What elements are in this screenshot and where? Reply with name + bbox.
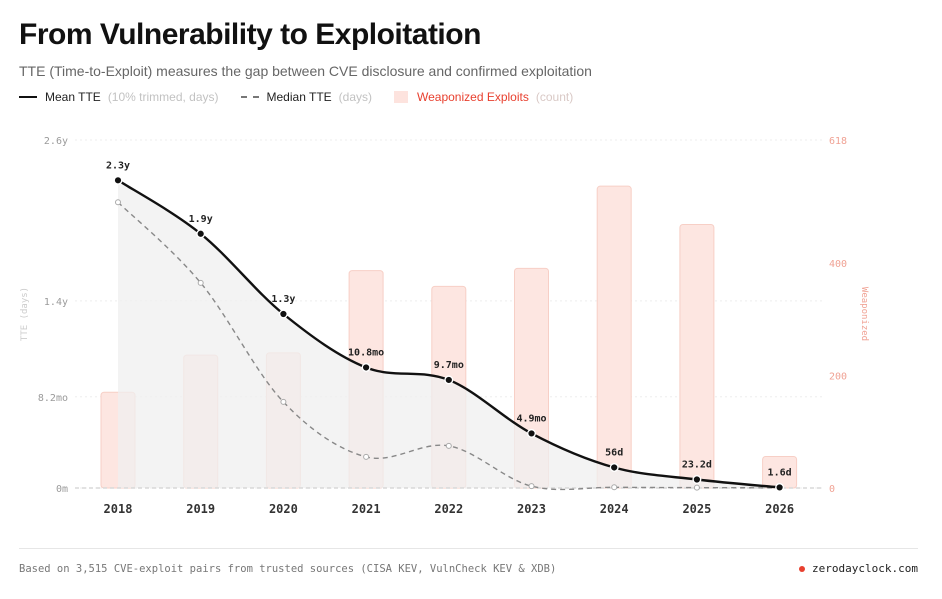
legend-swatch-mean — [19, 96, 37, 98]
footer-note: Based on 3,515 CVE-exploit pairs from tr… — [19, 563, 557, 575]
mean-area — [118, 180, 780, 488]
x-tick-label: 2023 — [517, 502, 546, 516]
y-left-tick-label: 1.4y — [44, 297, 68, 308]
median-point — [611, 484, 618, 491]
mean-point — [775, 482, 785, 492]
mean-data-label: 2.3y — [106, 160, 130, 171]
y-left-tick-label: 0m — [56, 484, 68, 495]
median-point — [528, 483, 535, 490]
legend-unit-exploits: (count) — [535, 90, 574, 104]
brand-label: zerodayclock.com — [812, 562, 918, 575]
mean-data-label: 1.3y — [271, 294, 295, 305]
bar — [596, 185, 632, 489]
y-left-axis-title: TTE (days) — [20, 287, 30, 341]
mean-point — [444, 375, 454, 385]
y-right-tick-label: 0 — [829, 484, 835, 495]
mean-data-label: 23.2d — [682, 460, 712, 471]
footer-brand: zerodayclock.com — [799, 562, 918, 575]
mean-point — [278, 309, 288, 319]
footer-divider — [19, 548, 918, 549]
median-line — [117, 201, 780, 491]
mean-data-label: 10.8mo — [348, 347, 384, 358]
median-point — [693, 484, 700, 491]
x-tick-label: 2021 — [352, 502, 381, 516]
chart-subtitle: TTE (Time-to-Exploit) measures the gap b… — [19, 63, 592, 79]
legend-label-median: Median TTE — [266, 90, 332, 104]
x-tick-label: 2026 — [765, 502, 794, 516]
y-right-tick-label: 618 — [829, 136, 847, 147]
bar — [679, 223, 715, 489]
legend-unit-median: (days) — [338, 90, 372, 104]
legend-label-exploits: Weaponized Exploits — [417, 90, 529, 104]
x-tick-label: 2022 — [434, 502, 463, 516]
chart-title: From Vulnerability to Exploitation — [19, 18, 481, 51]
legend-unit-mean: (10% trimmed, days) — [107, 90, 219, 104]
mean-data-label: 1.9y — [189, 214, 213, 225]
x-tick-label: 2018 — [104, 502, 133, 516]
mean-point — [527, 428, 537, 438]
median-point — [115, 199, 121, 206]
y-left-tick-label: 8.2mo — [38, 393, 68, 404]
median-point — [363, 453, 370, 460]
legend: Mean TTE (10% trimmed, days) Median TTE … — [19, 90, 595, 104]
brand-dot-icon — [799, 565, 806, 572]
x-tick-label: 2020 — [269, 502, 298, 516]
median-point — [280, 398, 287, 405]
y-left-tick-label: 2.6y — [44, 136, 68, 147]
mean-point — [361, 362, 371, 372]
mean-point — [113, 175, 123, 185]
mean-point — [196, 229, 206, 239]
mean-data-label: 9.7mo — [434, 360, 464, 371]
mean-data-label: 56d — [605, 447, 623, 458]
y-right-axis-title: Weaponized — [859, 287, 869, 341]
legend-swatch-median — [240, 96, 259, 98]
mean-point — [609, 462, 619, 472]
mean-data-label: 4.9mo — [516, 413, 546, 424]
legend-item-median: Median TTE (days) — [240, 90, 372, 104]
x-tick-label: 2024 — [600, 502, 629, 516]
chart-area: 0m 8.2mo 1.4y 2.6y 0 200 400 618 TTE (days) Weapo… — [0, 125, 942, 525]
median-point — [445, 442, 452, 449]
mean-data-label: 1.6d — [768, 467, 792, 478]
legend-swatch-exploits — [394, 91, 408, 103]
legend-label-mean: Mean TTE — [45, 90, 101, 104]
legend-item-exploits: Weaponized Exploits (count) — [394, 90, 573, 104]
median-point — [197, 279, 204, 286]
chart-svg: 0m 8.2mo 1.4y 2.6y 0 200 400 618 TTE (days) Weapo… — [20, 136, 869, 516]
legend-item-mean: Mean TTE (10% trimmed, days) — [19, 90, 219, 104]
x-tick-label: 2019 — [186, 502, 215, 516]
y-right-tick-label: 200 — [829, 371, 847, 382]
mean-point — [692, 475, 702, 485]
y-right-tick-label: 400 — [829, 259, 847, 270]
x-tick-label: 2025 — [682, 502, 711, 516]
